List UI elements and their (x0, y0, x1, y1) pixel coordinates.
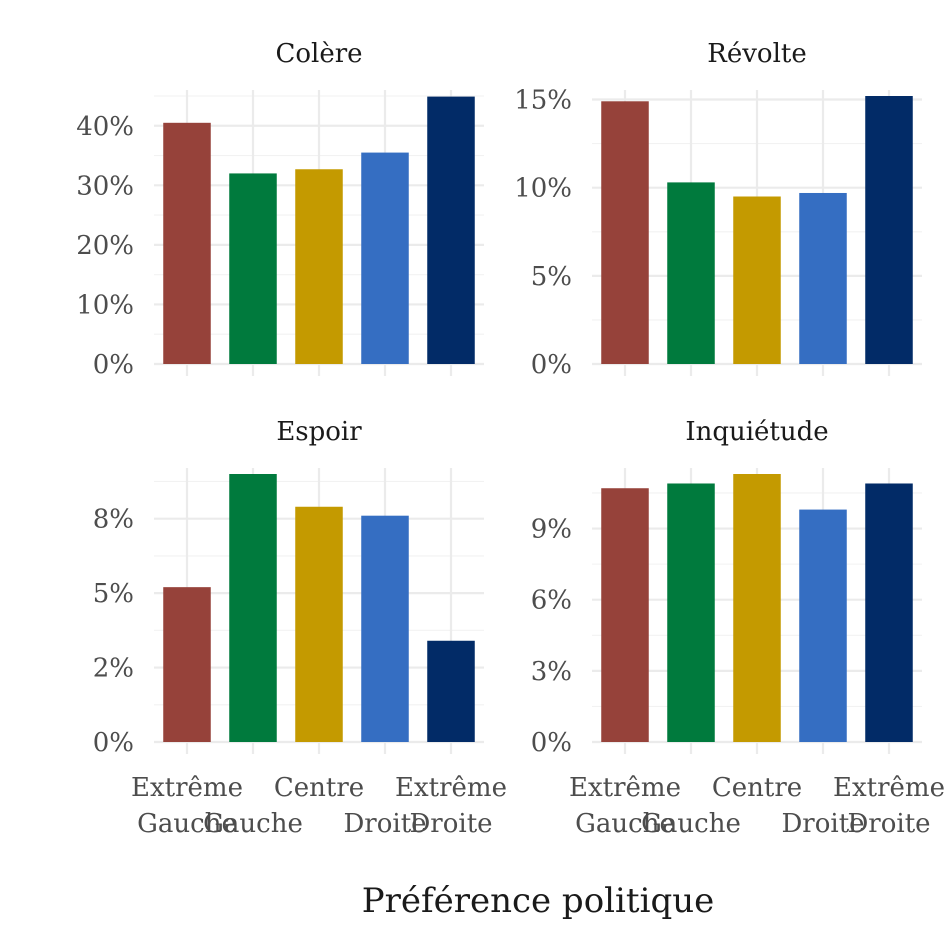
bar-centre (733, 474, 781, 742)
y-tick-label: 10% (76, 290, 134, 320)
bar-extreme-gauche (163, 122, 211, 364)
x-axis-title: Préférence politique (362, 881, 715, 921)
y-tick-label: 20% (76, 231, 134, 261)
y-tick-label: 2% (93, 654, 134, 684)
y-tick-label: 6% (531, 586, 572, 616)
y-tick-label: 10% (514, 174, 572, 204)
x-tick-label: Droite (781, 809, 864, 839)
bar-extreme-gauche (601, 488, 649, 742)
y-tick-label: 0% (531, 350, 572, 380)
x-tick-label: Extrême Droite (395, 773, 507, 839)
bar-extreme-gauche (163, 587, 211, 742)
bar-gauche (667, 182, 715, 364)
bar-extreme-droite (865, 96, 913, 364)
facet-title: Révolte (707, 39, 806, 69)
y-tick-label: 3% (531, 657, 572, 687)
x-tick-label: Extrême Gauche (569, 773, 681, 839)
bar-extreme-droite (427, 640, 475, 742)
y-tick-label: 9% (531, 515, 572, 545)
facet-1: 0% 10% 20% 30% 40% Colère (76, 39, 484, 380)
y-tick-label: 0% (93, 728, 134, 758)
facet-2: 0% 5% 10% 15% Révolte (514, 39, 922, 380)
x-tick-label: Extrême Droite (833, 773, 944, 839)
y-tick-label: 30% (76, 171, 134, 201)
bar-extreme-droite (427, 96, 475, 365)
bar-droite (361, 515, 409, 742)
facet-title: Inquiétude (685, 417, 828, 447)
bar-extreme-gauche (601, 101, 649, 364)
x-tick-label: Extrême Gauche (131, 773, 243, 839)
x-tick-label: Gauche (203, 809, 303, 839)
x-tick-label: Centre (274, 773, 364, 803)
y-tick-label: 8% (93, 505, 134, 535)
y-tick-label: 40% (76, 112, 134, 142)
bar-extreme-droite (865, 483, 913, 742)
x-tick-label: Droite (343, 809, 426, 839)
bar-droite (361, 152, 409, 364)
bar-centre (295, 506, 343, 742)
facet-title: Colère (275, 39, 362, 69)
facet-title: Espoir (276, 417, 362, 447)
bar-droite (799, 509, 847, 742)
bar-gauche (229, 173, 277, 364)
x-tick-label: Centre (712, 773, 802, 803)
y-tick-label: 0% (531, 728, 572, 758)
y-tick-label: 0% (93, 350, 134, 380)
bar-droite (799, 192, 847, 364)
y-tick-label: 15% (514, 86, 572, 116)
bar-gauche (229, 474, 277, 742)
x-tick-label: Gauche (641, 809, 741, 839)
bar-centre (733, 196, 781, 364)
y-tick-label: 5% (531, 262, 572, 292)
y-tick-label: 5% (93, 579, 134, 609)
bar-gauche (667, 483, 715, 742)
bar-centre (295, 169, 343, 364)
